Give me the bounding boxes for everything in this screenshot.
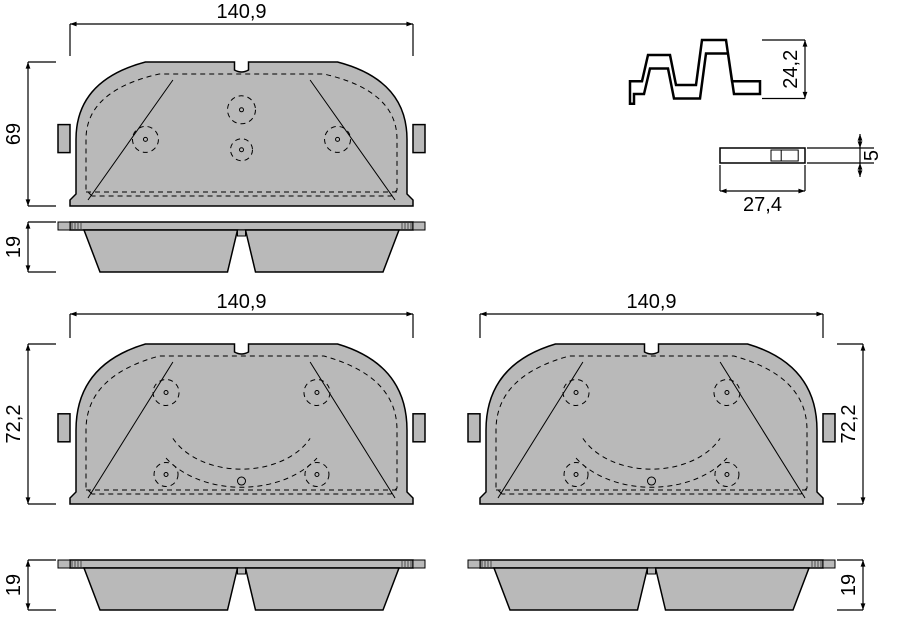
svg-text:140,9: 140,9	[216, 1, 266, 23]
svg-text:27,4: 27,4	[743, 194, 782, 216]
svg-text:69: 69	[3, 123, 25, 145]
bottom-left-pad-face	[58, 344, 425, 504]
technical-drawing: 140,9 69 19 24,2 27,4 5 140,9 72,2 19 140,9 72,2 19	[0, 0, 900, 641]
svg-text:140,9: 140,9	[216, 291, 266, 313]
svg-text:72,2: 72,2	[3, 405, 25, 444]
clip-side	[630, 40, 760, 104]
svg-text:72,2: 72,2	[838, 405, 860, 444]
top-pad-face	[58, 62, 425, 206]
svg-text:19: 19	[3, 574, 25, 596]
bottom-left-pad-side	[58, 560, 425, 610]
clip-top	[720, 148, 805, 163]
svg-text:140,9: 140,9	[626, 291, 676, 313]
bottom-right-pad-face	[468, 344, 835, 504]
top-pad-side	[58, 222, 425, 272]
svg-text:19: 19	[838, 574, 860, 596]
bottom-right-pad-side	[468, 560, 835, 610]
svg-text:24,2: 24,2	[780, 50, 802, 89]
svg-text:19: 19	[3, 236, 25, 258]
svg-text:5: 5	[861, 150, 883, 161]
